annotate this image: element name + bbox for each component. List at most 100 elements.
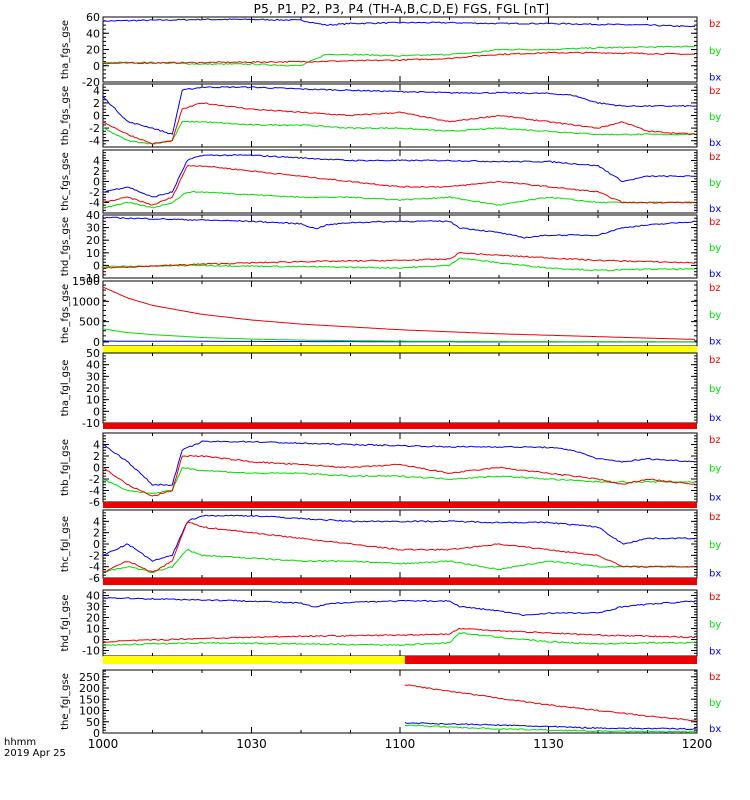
legend-label-bz: bz (709, 19, 721, 30)
y-tick-label: 10 (86, 247, 100, 260)
y-tick-label: 0 (93, 405, 100, 418)
y-axis-label: thb_fgl_gse (60, 439, 71, 496)
legend-label-by: by (709, 46, 721, 57)
legend-label-bz: bz (709, 435, 721, 446)
y-tick-label: 0 (93, 110, 100, 123)
y-tick-label: 40 (86, 209, 100, 222)
y-tick-label: 40 (86, 359, 100, 372)
y-tick-label: 20 (86, 44, 100, 57)
series-by-line (102, 120, 696, 145)
y-tick-label: 60 (86, 11, 100, 24)
series-bx-line (102, 216, 696, 239)
y-axis-label: the_fgs_gse (60, 284, 71, 343)
y-tick-label: 20 (86, 612, 100, 625)
y-tick-label: -2 (89, 186, 100, 199)
series-bz-line (102, 102, 695, 145)
y-tick-label: 1000 (72, 295, 100, 308)
legend-label-bx: bx (709, 73, 721, 84)
y-tick-label: -4 (89, 485, 100, 498)
series-by-line (102, 257, 696, 272)
y-axis-label: tha_fgl_gse (60, 360, 71, 417)
y-tick-label: 0 (93, 60, 100, 73)
y-tick-label: 40 (86, 27, 100, 40)
y-tick-label: 40 (86, 590, 100, 603)
y-tick-label: 4 (93, 439, 100, 452)
y-tick-label: 50 (86, 716, 100, 729)
y-tick-label: 4 (93, 155, 100, 168)
y-tick-label: -2 (89, 473, 100, 486)
series-bz-line (102, 521, 696, 573)
series-bz-line (102, 286, 695, 340)
legend-label-bz: bz (709, 672, 721, 683)
y-tick-label: -4 (89, 561, 100, 574)
mode-bar (103, 502, 697, 508)
y-axis-label: tha_fgs_gse (60, 20, 71, 79)
legend-label-by: by (709, 243, 721, 254)
mode-bar (103, 346, 697, 353)
mode-bar-yellow (103, 656, 405, 664)
y-tick-label: -2 (89, 549, 100, 562)
legend-label-bx: bx (709, 568, 721, 579)
y-tick-label: 4 (93, 84, 100, 97)
y-tick-label: 2 (93, 165, 100, 178)
y-tick-label: -10 (82, 417, 100, 430)
legend-label-bz: bz (709, 592, 721, 603)
series-by-line (102, 328, 695, 343)
y-tick-label: 0 (93, 538, 100, 551)
legend-label-bz: bz (709, 512, 721, 523)
panel-frame (102, 149, 698, 214)
series-bx-line (102, 154, 696, 198)
y-tick-label: 250 (79, 671, 100, 684)
series-by-line (404, 724, 697, 733)
y-tick-label: 4 (93, 515, 100, 528)
series-by-line (102, 467, 696, 494)
series-bz-line (102, 627, 696, 643)
y-tick-label: 0 (93, 634, 100, 647)
y-tick-label: 0 (93, 727, 100, 740)
legend-label-bx: bx (709, 337, 721, 348)
y-tick-label: -4 (89, 197, 100, 210)
y-tick-label: -4 (89, 135, 100, 148)
legend-label-bx: bx (709, 724, 721, 735)
series-bx-line (102, 18, 696, 28)
y-tick-label: 200 (79, 682, 100, 695)
x-tick-label: 1030 (236, 737, 267, 751)
y-axis-label: thc_fgs_gse (60, 152, 71, 211)
y-axis-label: thd_fgl_gse (60, 595, 71, 652)
legend-label-by: by (709, 384, 721, 395)
x-tick-label: 1100 (385, 737, 416, 751)
y-tick-label: 10 (86, 623, 100, 636)
series-bx-line (102, 440, 696, 486)
y-tick-label: 20 (86, 234, 100, 247)
y-axis-label: thc_fgl_gse (60, 516, 71, 572)
series-by-line (102, 45, 696, 67)
series-by-line (102, 548, 696, 574)
y-tick-label: 150 (79, 693, 100, 706)
legend-label-bz: bz (709, 355, 721, 366)
x-tick-label: 1200 (682, 737, 713, 751)
legend-label-bx: bx (709, 269, 721, 280)
legend-label-bz: bz (709, 283, 721, 294)
legend-label-bz: bz (709, 217, 721, 228)
series-bz-line (102, 164, 696, 206)
series-bx-line (102, 597, 696, 617)
plot-title: P5, P1, P2, P3, P4 (TH-A,B,C,D,E) FGS, F… (253, 2, 550, 16)
legend-label-by: by (709, 178, 721, 189)
y-tick-label: 2 (93, 97, 100, 110)
y-tick-label: -10 (82, 272, 100, 285)
legend-label-bx: bx (709, 492, 721, 503)
y-tick-label: 30 (86, 601, 100, 614)
y-tick-label: 30 (86, 222, 100, 235)
legend-label-by: by (709, 540, 721, 551)
y-tick-label: 10 (86, 394, 100, 407)
legend-label-by: by (709, 464, 721, 475)
y-tick-label: -6 (89, 496, 100, 509)
y-tick-label: -10 (82, 645, 100, 658)
series-by-line (102, 632, 696, 647)
y-tick-label: 100 (79, 705, 100, 718)
legend-label-by: by (709, 698, 721, 709)
series-bz-line (103, 252, 696, 269)
panel-frame (102, 352, 698, 424)
